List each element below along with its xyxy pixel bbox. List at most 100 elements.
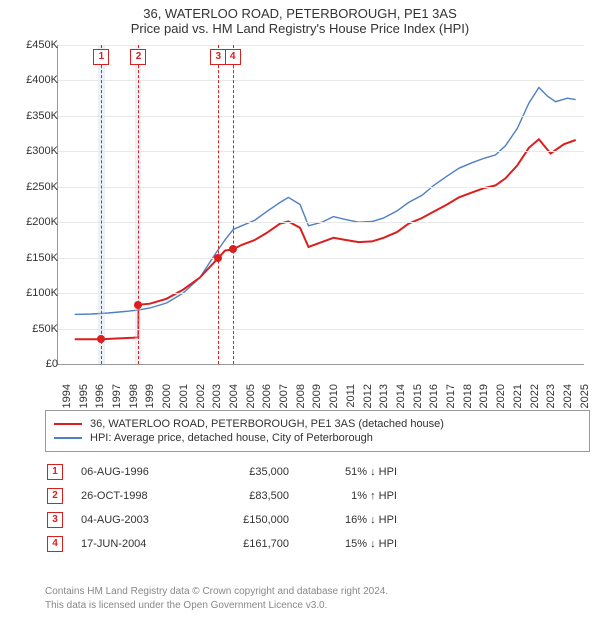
event-vline xyxy=(218,45,219,364)
event-date: 06-AUG-1996 xyxy=(81,466,191,478)
y-axis-label: £200K xyxy=(13,216,58,228)
x-axis-label: 2005 xyxy=(245,384,257,408)
event-diff: 1% ↑ HPI xyxy=(307,490,397,502)
legend-row: HPI: Average price, detached house, City… xyxy=(54,431,581,445)
x-axis-label: 1996 xyxy=(94,384,106,408)
legend-swatch xyxy=(54,423,82,425)
event-date: 04-AUG-2003 xyxy=(81,514,191,526)
y-axis-label: £0 xyxy=(13,358,58,370)
y-axis-label: £250K xyxy=(13,181,58,193)
x-axis-label: 2002 xyxy=(195,384,207,408)
x-axis-label: 2001 xyxy=(178,384,190,408)
event-price: £161,700 xyxy=(209,538,289,550)
event-vline xyxy=(233,45,234,364)
event-vline xyxy=(101,45,102,364)
event-row-marker: 4 xyxy=(47,536,63,552)
y-axis-label: £350K xyxy=(13,110,58,122)
x-axis-label: 2012 xyxy=(362,384,374,408)
x-axis-label: 2025 xyxy=(579,384,591,408)
gridline xyxy=(58,80,584,81)
gridline xyxy=(58,258,584,259)
chart-title: 36, WATERLOO ROAD, PETERBOROUGH, PE1 3AS xyxy=(0,0,600,21)
y-axis-label: £100K xyxy=(13,287,58,299)
x-axis-label: 2009 xyxy=(311,384,323,408)
gridline xyxy=(58,222,584,223)
x-axis-label: 1997 xyxy=(111,384,123,408)
legend-swatch xyxy=(54,437,82,439)
gridline xyxy=(58,116,584,117)
x-axis-label: 2015 xyxy=(412,384,424,408)
x-axis-label: 2013 xyxy=(378,384,390,408)
event-price: £35,000 xyxy=(209,466,289,478)
series-line xyxy=(75,139,576,339)
x-axis-label: 2008 xyxy=(295,384,307,408)
footer-line-1: Contains HM Land Registry data © Crown c… xyxy=(45,585,388,599)
y-axis-label: £150K xyxy=(13,252,58,264)
footer-attribution: Contains HM Land Registry data © Crown c… xyxy=(45,585,388,612)
event-row-marker: 1 xyxy=(47,464,63,480)
x-axis-label: 2019 xyxy=(478,384,490,408)
event-point xyxy=(97,335,105,343)
event-row-marker: 2 xyxy=(47,488,63,504)
x-axis-label: 2003 xyxy=(211,384,223,408)
event-row: 3 04-AUG-2003 £150,000 16% ↓ HPI xyxy=(45,508,590,532)
below-chart: 36, WATERLOO ROAD, PETERBOROUGH, PE1 3AS… xyxy=(45,410,590,556)
x-axis-label: 2007 xyxy=(278,384,290,408)
series-line xyxy=(75,88,576,315)
event-marker-1: 1 xyxy=(93,49,109,65)
event-diff: 51% ↓ HPI xyxy=(307,466,397,478)
event-marker-4: 4 xyxy=(225,49,241,65)
legend-row: 36, WATERLOO ROAD, PETERBOROUGH, PE1 3AS… xyxy=(54,417,581,431)
event-row: 1 06-AUG-1996 £35,000 51% ↓ HPI xyxy=(45,460,590,484)
x-axis-label: 1998 xyxy=(128,384,140,408)
event-price: £150,000 xyxy=(209,514,289,526)
event-point xyxy=(134,301,142,309)
event-point xyxy=(229,245,237,253)
gridline xyxy=(58,329,584,330)
x-axis-label: 2006 xyxy=(261,384,273,408)
x-axis-label: 2022 xyxy=(529,384,541,408)
x-axis-label: 1999 xyxy=(144,384,156,408)
x-axis-label: 2011 xyxy=(345,384,357,408)
plot-region: £0£50K£100K£150K£200K£250K£300K£350K£400… xyxy=(57,45,584,365)
event-date: 26-OCT-1998 xyxy=(81,490,191,502)
event-diff: 16% ↓ HPI xyxy=(307,514,397,526)
chart-area: £0£50K£100K£150K£200K£250K£300K£350K£400… xyxy=(45,45,590,400)
x-axis-label: 2021 xyxy=(512,384,524,408)
x-axis-label: 1994 xyxy=(61,384,73,408)
event-diff: 15% ↓ HPI xyxy=(307,538,397,550)
events-table: 1 06-AUG-1996 £35,000 51% ↓ HPI 2 26-OCT-1998… xyxy=(45,460,590,556)
gridline xyxy=(58,293,584,294)
y-axis-label: £300K xyxy=(13,145,58,157)
event-row-marker: 3 xyxy=(47,512,63,528)
chart-subtitle: Price paid vs. HM Land Registry's House … xyxy=(0,21,600,40)
x-axis-label: 2017 xyxy=(445,384,457,408)
event-point xyxy=(214,254,222,262)
x-axis-label: 2016 xyxy=(428,384,440,408)
legend-label: HPI: Average price, detached house, City… xyxy=(90,432,373,444)
gridline xyxy=(58,151,584,152)
event-date: 17-JUN-2004 xyxy=(81,538,191,550)
event-vline xyxy=(138,45,139,364)
x-axis-label: 2004 xyxy=(228,384,240,408)
legend-label: 36, WATERLOO ROAD, PETERBOROUGH, PE1 3AS… xyxy=(90,418,444,430)
x-axis-label: 2023 xyxy=(545,384,557,408)
x-axis-label: 1995 xyxy=(78,384,90,408)
x-axis-label: 2010 xyxy=(328,384,340,408)
x-axis-label: 2024 xyxy=(562,384,574,408)
y-axis-label: £50K xyxy=(13,323,58,335)
event-row: 2 26-OCT-1998 £83,500 1% ↑ HPI xyxy=(45,484,590,508)
y-axis-label: £450K xyxy=(13,39,58,51)
legend-box: 36, WATERLOO ROAD, PETERBOROUGH, PE1 3AS… xyxy=(45,410,590,452)
y-axis-label: £400K xyxy=(13,74,58,86)
x-axis-label: 2018 xyxy=(462,384,474,408)
gridline xyxy=(58,187,584,188)
event-price: £83,500 xyxy=(209,490,289,502)
x-axis-label: 2020 xyxy=(495,384,507,408)
footer-line-2: This data is licensed under the Open Gov… xyxy=(45,599,388,613)
event-marker-2: 2 xyxy=(130,49,146,65)
x-axis-label: 2000 xyxy=(161,384,173,408)
x-axis-label: 2014 xyxy=(395,384,407,408)
gridline xyxy=(58,45,584,46)
event-row: 4 17-JUN-2004 £161,700 15% ↓ HPI xyxy=(45,532,590,556)
